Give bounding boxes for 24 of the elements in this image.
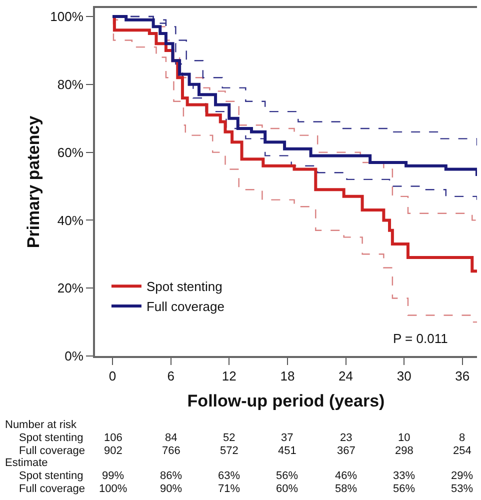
x-tick-label: 24 [338, 368, 354, 384]
legend-label: Full coverage [146, 299, 225, 314]
text: Estimate [5, 457, 48, 469]
text: Spot stenting 99% 86% 63% 56% 46% 33% 29% [19, 470, 474, 482]
text: Full coverage 902 766 572 451 367 298 254 [19, 445, 472, 457]
text: Spot stenting 106 84 52 37 23 10 8 [19, 432, 466, 444]
x-tick-label: 18 [280, 368, 295, 384]
x-axis-title: Follow-up period (years) [187, 392, 385, 410]
text: Number at risk [5, 419, 78, 431]
y-tick-label: 40% [57, 212, 84, 228]
annotation: P = 0.011 [393, 331, 448, 346]
y-tick-label: 20% [57, 280, 84, 296]
x-tick-label: 36 [455, 368, 470, 384]
x-tick-label: 6 [167, 368, 174, 384]
legend-label: Spot stenting [146, 279, 222, 294]
y-tick-label: 80% [57, 76, 84, 92]
x-tick-label: 30 [396, 368, 412, 384]
y-axis-title: Primary patency [24, 115, 44, 248]
text: Full coverage 100% 90% 71% 60% 58% 56% 53% [19, 483, 474, 495]
x-tick-label: 0 [108, 368, 116, 384]
y-tick-label: 100% [50, 9, 84, 24]
y-tick-label: 60% [57, 144, 84, 160]
y-tick-label: 0% [64, 348, 84, 364]
x-tick-label: 12 [222, 368, 236, 384]
